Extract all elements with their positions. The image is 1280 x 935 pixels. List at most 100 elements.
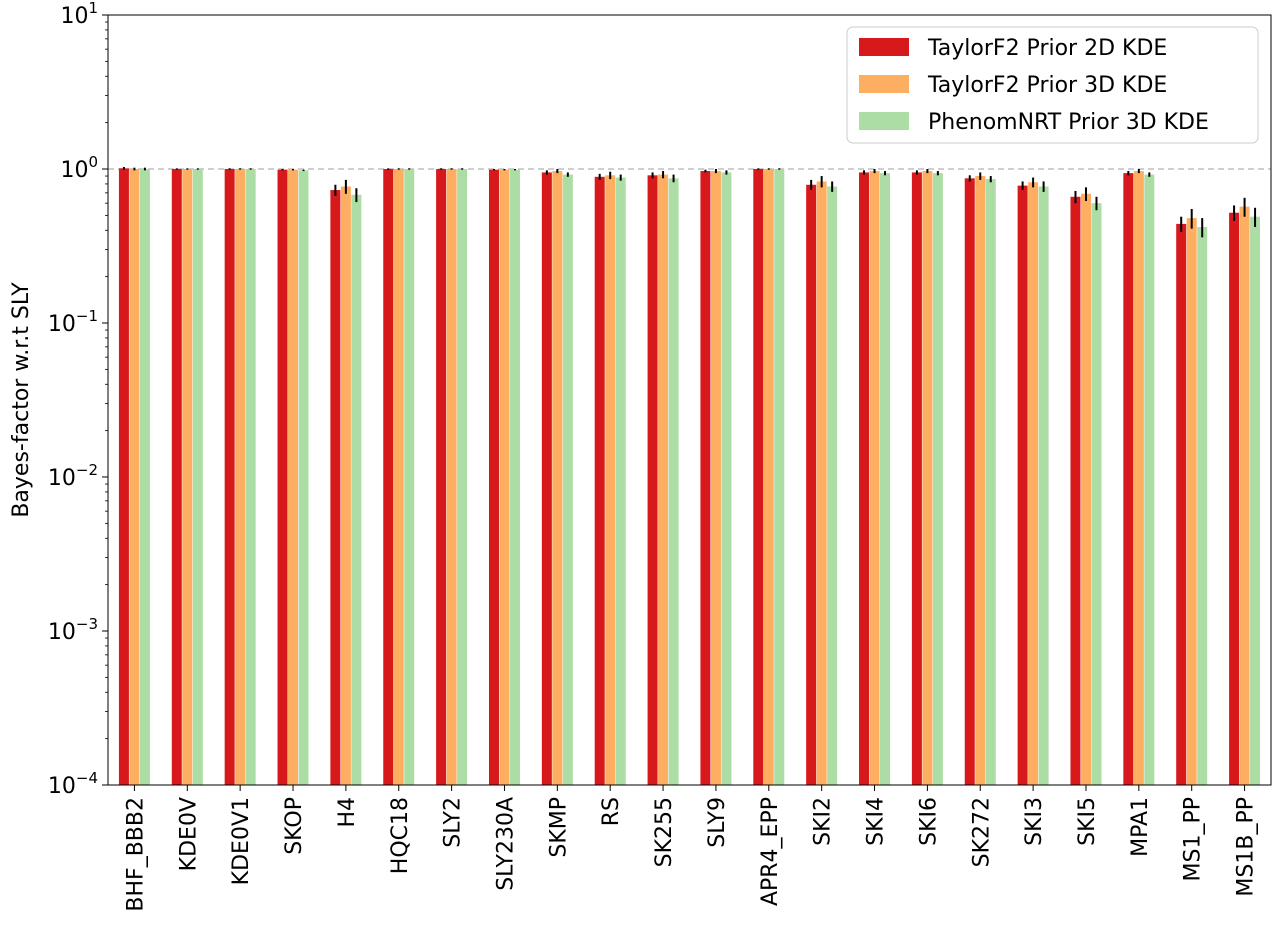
x-tick-label: SLY230A [493, 797, 518, 891]
y-tick-label: 100 [60, 153, 98, 183]
y-tick-label: 10−4 [48, 769, 98, 799]
axes-frame [107, 14, 1272, 786]
y-tick-label: 10−1 [48, 307, 98, 337]
x-tick-label: MS1_PP [1181, 797, 1206, 881]
bar [330, 190, 341, 785]
plot-area [107, 14, 1272, 786]
bar [806, 184, 817, 785]
x-tick-label: SKOP [282, 797, 307, 855]
x-tick-label: MPA1 [1128, 797, 1153, 857]
bar [1133, 171, 1144, 785]
bar [457, 169, 468, 785]
bar [139, 169, 150, 785]
bar [700, 171, 711, 785]
bar [1028, 182, 1039, 786]
legend: TaylorF2 Prior 2D KDE TaylorF2 Prior 3D K… [846, 26, 1259, 144]
bar [182, 169, 193, 785]
bar [594, 176, 605, 785]
bar [1080, 193, 1091, 785]
bar [118, 168, 129, 786]
bar [774, 169, 785, 785]
legend-swatch [859, 75, 909, 93]
bar [710, 171, 721, 785]
bar [171, 169, 182, 785]
x-tick-label: SKI4 [864, 797, 889, 846]
bar [509, 169, 520, 785]
bar [541, 172, 552, 786]
bar [224, 169, 235, 785]
legend-swatch [859, 38, 909, 56]
bar [922, 171, 933, 785]
bar [340, 186, 351, 786]
bar [129, 169, 140, 785]
bar [985, 179, 996, 786]
bar [753, 169, 764, 785]
x-tick-label: SK255 [652, 797, 677, 867]
bar [615, 177, 626, 785]
bar [446, 169, 457, 785]
bar [192, 169, 203, 785]
bar [1017, 185, 1028, 785]
legend-label: TaylorF2 Prior 3D KDE [927, 73, 1167, 98]
x-tick-label: SKMP [546, 797, 571, 858]
legend-box [846, 26, 1259, 144]
bar [393, 169, 404, 785]
bar [1038, 186, 1049, 786]
bar [869, 171, 880, 785]
bar [1186, 218, 1197, 785]
bar [1144, 174, 1155, 786]
x-tick-label: SKI3 [1022, 797, 1047, 846]
bar [647, 175, 658, 786]
bar [932, 173, 943, 785]
y-tick-label: 10−3 [48, 615, 98, 645]
x-tick-label: SKI6 [916, 797, 941, 846]
bar [816, 181, 827, 785]
bar [552, 171, 563, 785]
x-tick-label: SLY2 [441, 797, 466, 848]
legend-label: TaylorF2 Prior 2D KDE [927, 36, 1167, 61]
bar [1070, 196, 1081, 786]
x-tick-label: SKI2 [811, 797, 836, 846]
y-axis-label: Bayes-factor w.r.t SLY [9, 282, 34, 518]
bar [1176, 223, 1187, 785]
bar [562, 174, 573, 786]
bar [499, 169, 510, 785]
bar [245, 169, 256, 785]
bar [288, 169, 299, 785]
bar [436, 169, 447, 785]
x-tick-label: HQC18 [388, 797, 413, 874]
bar [298, 170, 309, 785]
bar [1123, 173, 1134, 785]
bar [351, 194, 362, 785]
bar [235, 169, 246, 785]
bar [488, 169, 499, 785]
legend-swatch [859, 112, 909, 130]
bar [880, 173, 891, 785]
y-axis-ticks: 10−4 10−3 10−2 10−1 100 101 [48, 0, 108, 799]
bar [383, 169, 394, 785]
bar [964, 178, 975, 786]
x-tick-label: KDE0V [176, 797, 201, 871]
x-tick-label: H4 [335, 797, 360, 828]
bar [277, 169, 288, 785]
bar [721, 172, 732, 786]
bar [827, 186, 838, 786]
x-tick-label: MS1B_PP [1234, 797, 1259, 897]
bar [763, 169, 774, 785]
x-tick-label: APR4_EPP [758, 797, 783, 906]
x-tick-label: SLY9 [705, 797, 730, 848]
x-tick-label: SK272 [969, 797, 994, 867]
bar [1250, 216, 1261, 785]
bar [859, 172, 870, 786]
bar [1197, 227, 1208, 786]
x-tick-label: SKI5 [1075, 797, 1100, 846]
x-tick-label: BHF_BBB2 [123, 797, 148, 912]
bar [605, 175, 616, 786]
bar [1229, 212, 1240, 786]
bar [975, 176, 986, 786]
bar [1091, 203, 1102, 786]
x-tick-label: RS [599, 797, 624, 826]
bar [911, 172, 922, 786]
legend-label: PhenomNRT Prior 3D KDE [928, 110, 1209, 135]
